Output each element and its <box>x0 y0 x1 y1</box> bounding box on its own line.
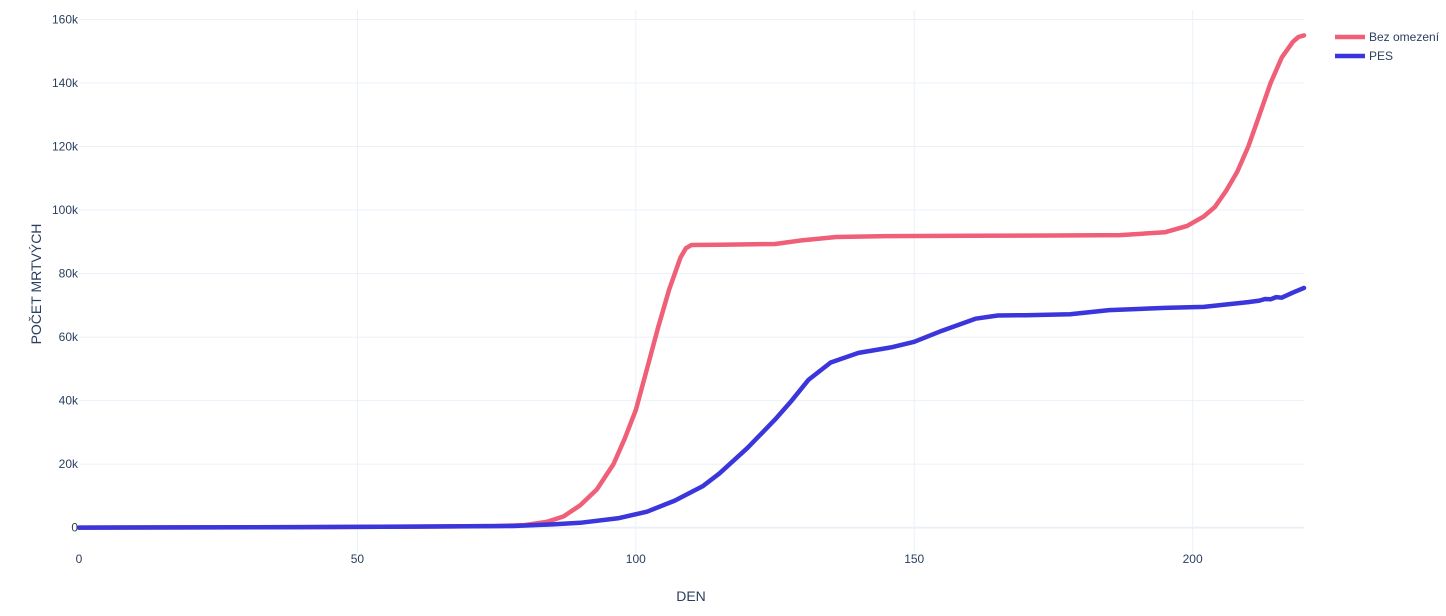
y-tick-label: 120k <box>52 140 79 154</box>
legend[interactable]: Bez omezení PES <box>1335 30 1440 63</box>
x-tick-label: 0 <box>76 552 83 566</box>
legend-label: Bez omezení <box>1369 30 1440 44</box>
y-tick-label: 100k <box>52 203 79 217</box>
y-tick-label: 140k <box>52 76 79 90</box>
x-tick-label: 150 <box>904 552 924 566</box>
series-line-0 <box>76 33 1307 530</box>
y-tick-labels: 0 20k 40k 60k 80k 100k 120k 140k 160k <box>52 13 79 535</box>
y-tick-label: 20k <box>59 457 79 471</box>
legend-label: PES <box>1369 49 1393 63</box>
x-tick-label: 100 <box>626 552 646 566</box>
y-tick-label: 0 <box>71 521 78 535</box>
y-axis-title: POČET MRTVÝCH <box>28 224 44 345</box>
legend-item-1[interactable]: PES <box>1335 49 1393 63</box>
x-tick-label: 200 <box>1183 552 1203 566</box>
legend-item-0[interactable]: Bez omezení <box>1335 30 1440 44</box>
series-lines <box>76 33 1307 530</box>
x-tick-labels: 0 50 100 150 200 <box>76 552 1203 566</box>
grid-lines <box>79 10 1304 553</box>
series-line-1 <box>76 285 1307 530</box>
y-tick-label: 160k <box>52 13 79 27</box>
y-tick-label: 40k <box>59 394 79 408</box>
y-tick-label: 80k <box>59 267 79 281</box>
y-tick-label: 60k <box>59 330 79 344</box>
x-tick-label: 50 <box>351 552 365 566</box>
x-axis-title: DEN <box>676 588 706 604</box>
